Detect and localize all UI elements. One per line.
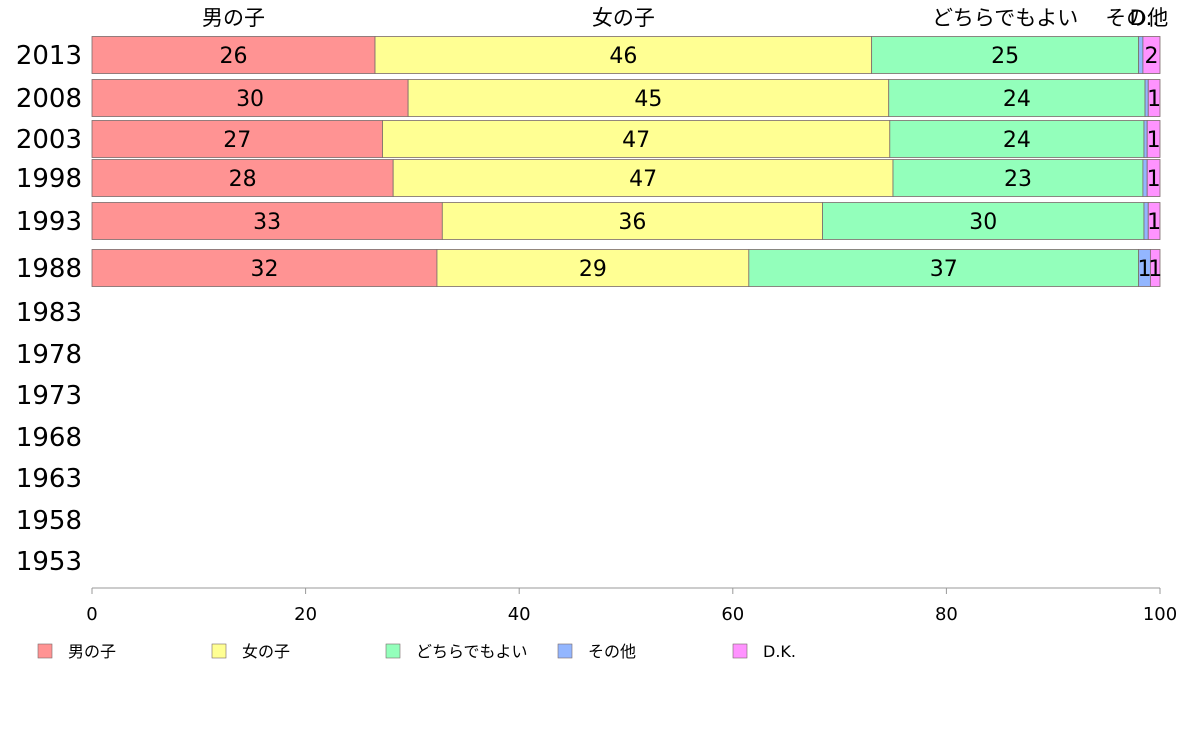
bar-segment [822, 202, 1145, 240]
data-label: 28 [229, 167, 257, 192]
y-tick-label: 1968 [16, 423, 82, 453]
bar-segment [441, 202, 823, 240]
data-label: 46 [609, 44, 637, 69]
series-header-label: その他 [1105, 6, 1168, 30]
y-tick-label: 1988 [16, 254, 82, 284]
x-tick-label: 20 [294, 604, 317, 625]
data-label: 26 [220, 44, 248, 69]
x-tick-label: 0 [86, 604, 97, 625]
bar-segment [888, 79, 1146, 117]
y-tick-label: 2013 [16, 41, 82, 71]
data-label: 36 [618, 210, 646, 235]
y-tick-label: 1958 [16, 506, 82, 536]
bar-segment [382, 120, 891, 158]
data-label: 37 [930, 257, 958, 282]
bar-segment [91, 249, 438, 287]
y-tick-label: 1973 [16, 381, 82, 411]
y-tick-label: 1963 [16, 464, 82, 494]
y-tick-label: 2008 [16, 84, 82, 114]
legend: 男の子 女の子 どちらでもよい その他 D.K. [37, 642, 796, 661]
legend-item: その他 [557, 642, 636, 661]
data-label: 47 [622, 128, 650, 153]
data-label: 2 [1144, 44, 1158, 69]
bar-segment [91, 202, 443, 240]
data-label: 1 [1138, 257, 1152, 282]
data-label: 24 [1003, 87, 1031, 112]
bar-segment [889, 120, 1145, 158]
legend-label: その他 [588, 642, 636, 661]
y-tick-label: 1978 [16, 340, 82, 370]
x-tick-label: 60 [721, 604, 744, 625]
legend-swatch [37, 643, 53, 659]
data-label: 1 [1147, 87, 1161, 112]
bar-segment [748, 249, 1140, 287]
bar-segment [91, 159, 394, 197]
y-tick-label: 1953 [16, 547, 82, 577]
bar-segment [91, 79, 409, 117]
bar-segment [1138, 36, 1144, 74]
legend-swatch [557, 643, 573, 659]
data-label: 23 [1004, 167, 1032, 192]
legend-swatch [732, 643, 748, 659]
data-label: 29 [579, 257, 607, 282]
x-tick-label: 40 [508, 604, 531, 625]
legend-item: 女の子 [211, 642, 290, 661]
y-tick-label: 2003 [16, 125, 82, 155]
bar-segment [1142, 36, 1161, 74]
legend-swatch [385, 643, 401, 659]
y-tick-label: 1993 [16, 207, 82, 237]
data-label: 24 [1003, 128, 1031, 153]
legend-label: 女の子 [242, 642, 290, 661]
bar-segment [871, 36, 1140, 74]
bar-segment [392, 159, 894, 197]
bar-segment [1147, 79, 1161, 117]
bar-segment [1147, 202, 1161, 240]
data-label: 1 [1147, 167, 1161, 192]
bar-segment [1149, 249, 1161, 287]
legend-swatch [211, 643, 227, 659]
series-header-label: D.. [1129, 6, 1159, 30]
bar-segment [374, 36, 873, 74]
data-label: 45 [634, 87, 662, 112]
bars: 26 46 25 2 30 45 24 1 27 47 24 1 28 47 23 1 33 36 30 1 32 29 3… [91, 36, 1162, 287]
y-tick-label: 1983 [16, 298, 82, 328]
data-label: 25 [991, 44, 1019, 69]
legend-label: D.K. [763, 642, 796, 661]
series-header-label: 女の子 [592, 6, 655, 30]
bar-segment [1146, 120, 1161, 158]
data-label: 33 [253, 210, 281, 235]
data-label: 47 [629, 167, 657, 192]
data-label: 32 [250, 257, 278, 282]
series-header-label: 男の子 [202, 6, 265, 30]
data-label: 30 [236, 87, 264, 112]
x-tick-label: 80 [935, 604, 958, 625]
data-label: 1 [1147, 128, 1161, 153]
data-label: 27 [223, 128, 251, 153]
y-axis: 2013 2008 2003 1998 1993 1988 1983 1978 1973 1968… [16, 41, 82, 577]
data-label: 1 [1147, 210, 1161, 235]
series-header-label: どちらでもよい [932, 6, 1078, 30]
legend-item: どちらでもよい [385, 642, 528, 661]
bar-segment [91, 36, 376, 74]
bar-segment [892, 159, 1144, 197]
bar-segment [407, 79, 890, 117]
x-axis: 0 20 40 60 80 100 [86, 587, 1177, 625]
data-label: 30 [969, 210, 997, 235]
legend-item: 男の子 [37, 642, 116, 661]
x-tick-label: 100 [1143, 604, 1177, 625]
bar-segment [1146, 159, 1161, 197]
legend-label: どちらでもよい [416, 642, 528, 661]
legend-item: D.K. [732, 642, 796, 661]
legend-label: 男の子 [68, 642, 116, 661]
y-tick-label: 1998 [16, 164, 82, 194]
data-label: 1 [1148, 257, 1162, 282]
